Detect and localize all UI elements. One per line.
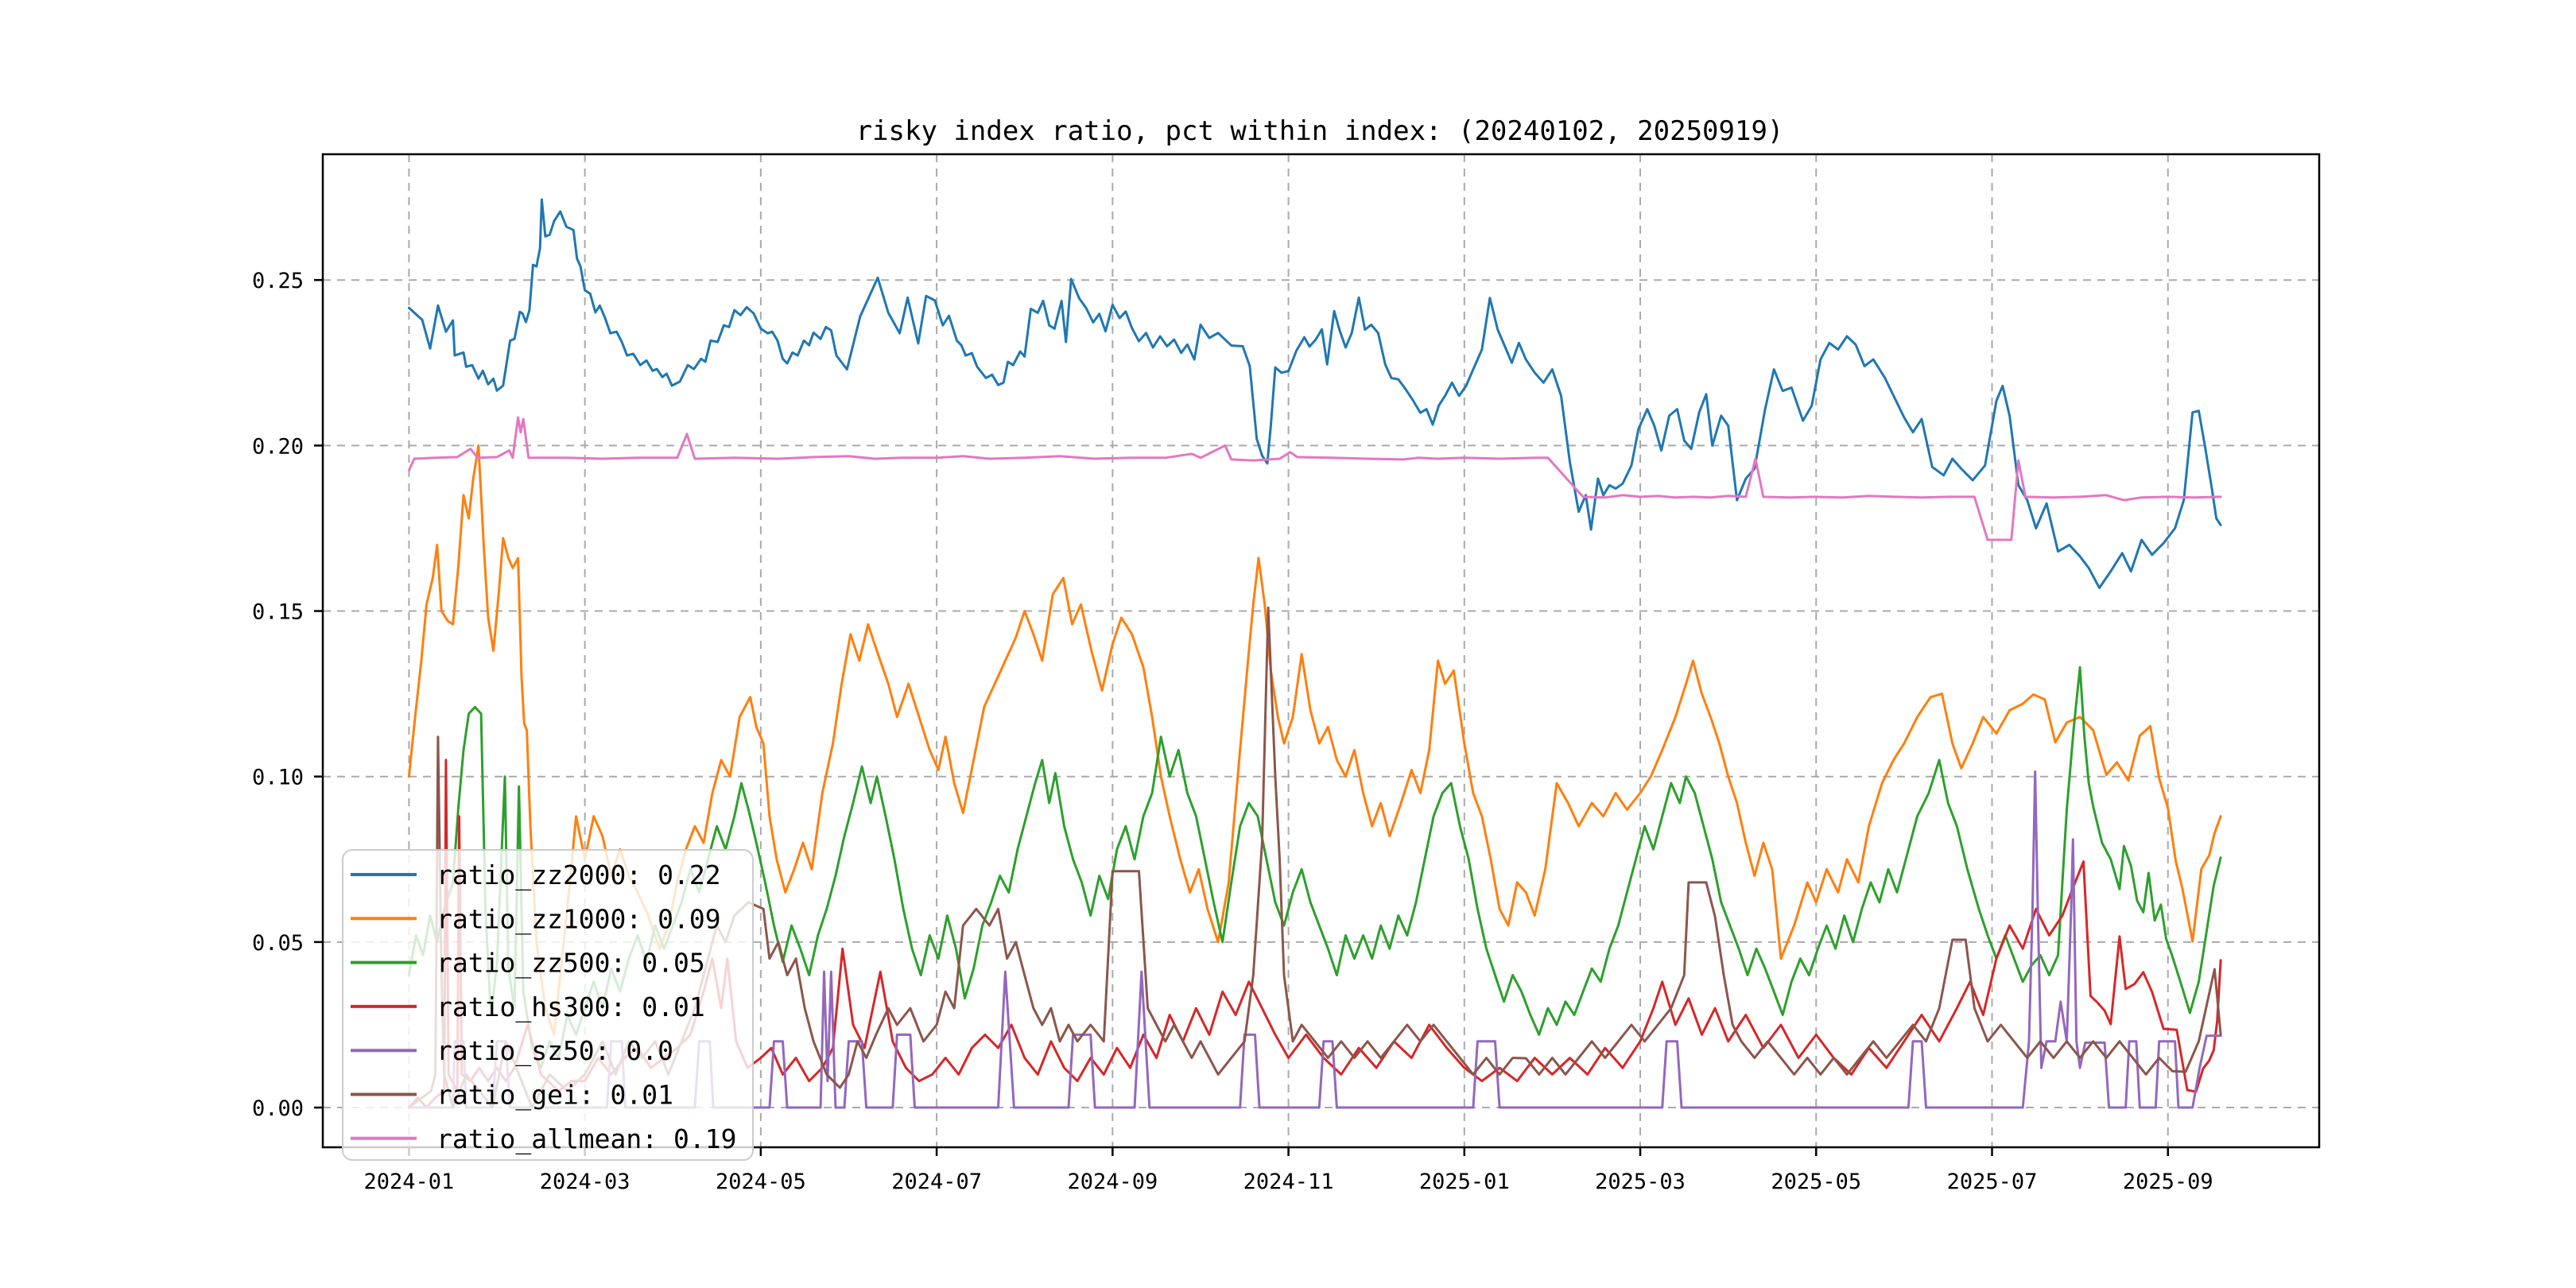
legend-item-label: ratio_zz1000: 0.09 xyxy=(436,903,721,935)
legend-item-label: ratio_zz2000: 0.22 xyxy=(436,859,721,891)
x-tick-label: 2024-05 xyxy=(716,1170,806,1194)
x-tick-labels: 2024-01 2024-03 2024-05 2024-07 2024-09 2024-… xyxy=(364,1170,2213,1194)
x-tick-label: 2025-01 xyxy=(1419,1170,1510,1194)
x-tick-label: 2024-03 xyxy=(540,1170,630,1194)
series-line-ratio_zz2000 xyxy=(407,198,2222,589)
legend-item-label: ratio_gei: 0.01 xyxy=(436,1080,673,1111)
chart-title: risky index ratio, pct within index: (20… xyxy=(856,115,1784,147)
series-line-ratio_allmean xyxy=(407,416,2222,541)
legend: ratio_zz2000: 0.22 ratio_zz1000: 0.09 rati… xyxy=(342,849,754,1161)
series-line-ratio_zz1000 xyxy=(407,444,2222,1036)
x-tick-label: 2025-09 xyxy=(2123,1170,2213,1194)
x-tick-label: 2025-03 xyxy=(1595,1170,1686,1194)
y-tick-label: 0.15 xyxy=(252,600,304,625)
x-tick-label: 2024-07 xyxy=(891,1170,982,1194)
y-tick-label: 0.05 xyxy=(252,931,304,956)
y-tick-label: 0.20 xyxy=(252,434,304,459)
plot-border xyxy=(321,153,2321,1149)
legend-box xyxy=(342,849,754,1161)
y-tick-labels: 0.00 0.05 0.10 0.15 0.20 0.25 xyxy=(252,269,304,1121)
x-tick-label: 2025-07 xyxy=(1947,1170,2038,1194)
legend-item-label: ratio_allmean: 0.19 xyxy=(436,1123,737,1155)
x-tick-label: 2025-05 xyxy=(1771,1170,1861,1194)
y-tick-label: 0.25 xyxy=(252,269,304,293)
y-tick-label: 0.00 xyxy=(252,1096,304,1121)
x-tick-label: 2024-11 xyxy=(1243,1170,1334,1194)
legend-item-label: ratio_hs300: 0.01 xyxy=(436,991,705,1023)
legend-item-label: ratio_zz500: 0.05 xyxy=(436,948,705,980)
y-tick-label: 0.10 xyxy=(252,766,304,790)
x-tick-label: 2024-09 xyxy=(1067,1170,1158,1194)
legend-item-label: ratio_sz50: 0.0 xyxy=(436,1035,673,1067)
x-tick-label: 2024-01 xyxy=(364,1170,455,1194)
